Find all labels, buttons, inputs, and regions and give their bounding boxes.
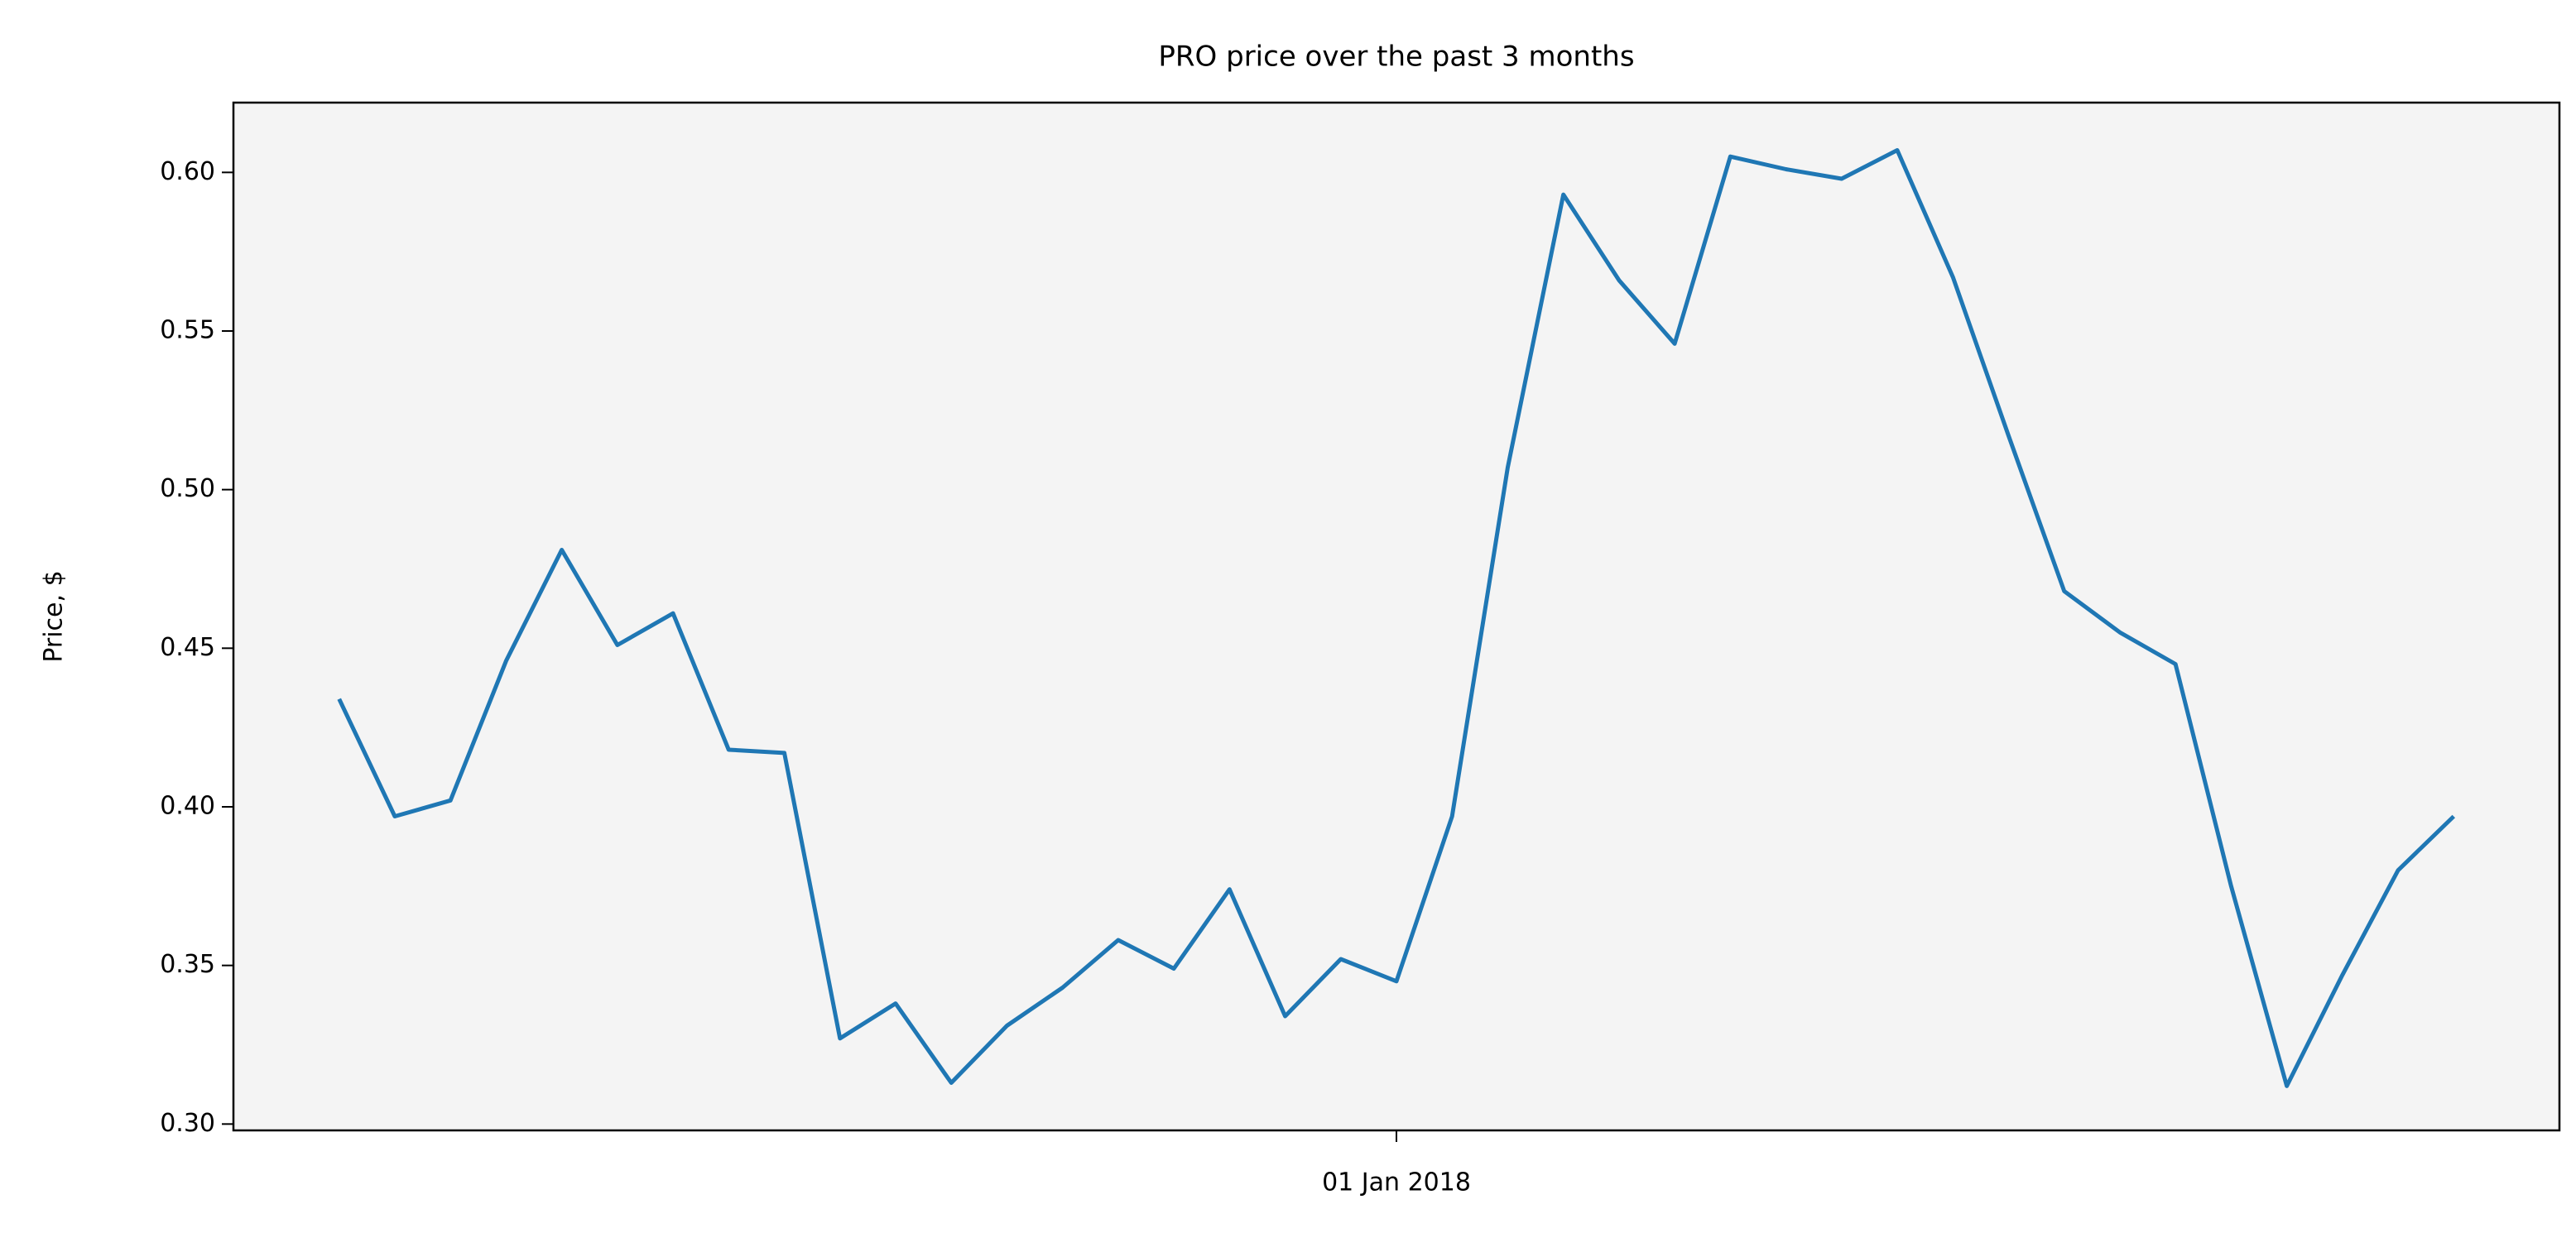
y-tick-label: 0.60 xyxy=(160,157,215,186)
y-tick-label: 0.30 xyxy=(160,1109,215,1138)
y-tick-label: 0.40 xyxy=(160,792,215,821)
y-tick-label: 0.50 xyxy=(160,474,215,503)
y-tick-label: 0.55 xyxy=(160,316,215,345)
y-axis-label: Price, $ xyxy=(40,570,69,662)
plot-frame xyxy=(232,101,2561,1132)
y-tick-label: 0.45 xyxy=(160,633,215,662)
chart-title: PRO price over the past 3 months xyxy=(1158,41,1634,74)
price-line xyxy=(337,148,2456,1088)
y-tick-label: 0.35 xyxy=(160,950,215,979)
x-tick-label: 01 Jan 2018 xyxy=(1322,1168,1471,1197)
plot-area xyxy=(233,103,2559,1130)
